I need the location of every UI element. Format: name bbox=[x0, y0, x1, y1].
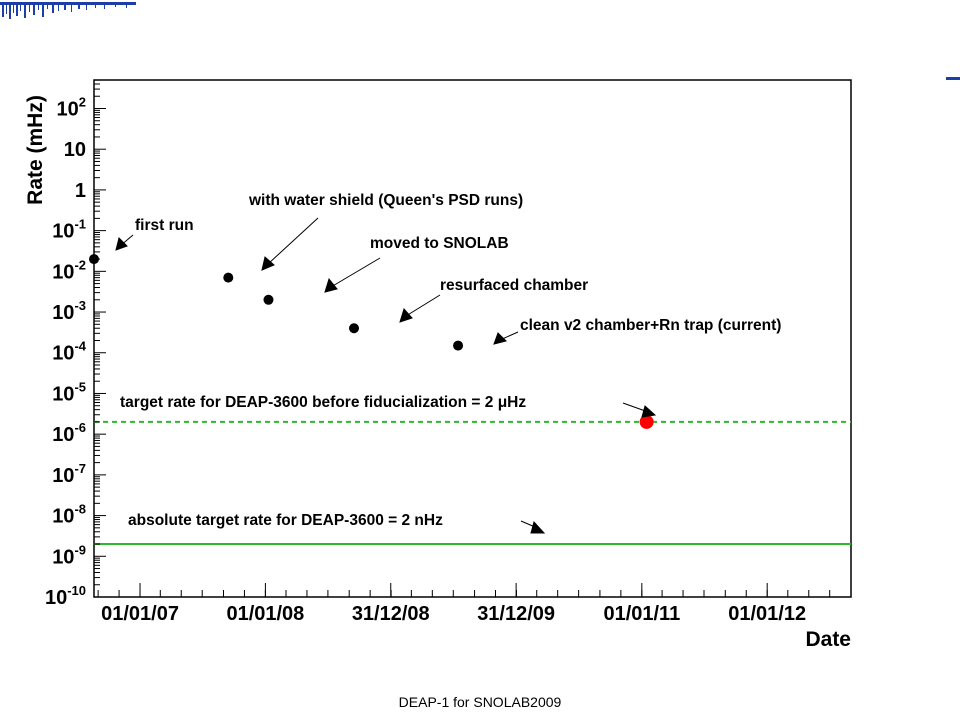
y-tick-label: 10-5 bbox=[52, 379, 86, 405]
x-tick-label: 31/12/09 bbox=[477, 603, 555, 625]
y-tick-label: 10 bbox=[64, 139, 86, 161]
x-tick-label: 01/01/07 bbox=[101, 603, 179, 625]
x-tick-label: 31/12/08 bbox=[352, 603, 430, 625]
annotation-arrows bbox=[115, 217, 657, 534]
data-point bbox=[453, 340, 464, 351]
side-accent-mark bbox=[946, 77, 960, 80]
y-tick-label: 102 bbox=[57, 94, 86, 120]
annotation-resurfaced-chamber: resurfaced chamber bbox=[440, 277, 588, 294]
y-tick-label: 10-7 bbox=[52, 461, 86, 487]
y-axis-title: Rate (mHz) bbox=[24, 95, 47, 205]
annotation-water-shield: with water shield (Queen's PSD runs) bbox=[248, 192, 523, 209]
y-tick-label: 10-10 bbox=[45, 583, 86, 609]
x-tick-label: 01/01/12 bbox=[728, 603, 806, 625]
y-tick-label: 10-4 bbox=[52, 339, 87, 365]
y-tick-label: 10-9 bbox=[52, 542, 86, 568]
y-tick-label: 10-2 bbox=[52, 257, 86, 283]
rate-chart: 102 10 1 10-1 10-2 10-3 10-4 10-5 10-6 10-7 10-8 10… bbox=[24, 79, 852, 651]
y-tick-label: 10-8 bbox=[52, 502, 86, 528]
x-tick-label: 01/01/08 bbox=[226, 603, 304, 625]
data-point bbox=[89, 254, 99, 265]
plot-frame bbox=[93, 79, 852, 598]
y-tick-label: 10-6 bbox=[52, 420, 86, 446]
y-tick-label: 1 bbox=[75, 180, 86, 202]
annotation-first-run: first run bbox=[135, 217, 194, 234]
data-point bbox=[223, 272, 234, 283]
y-tick-label: 10-3 bbox=[52, 298, 86, 324]
x-axis-title: Date bbox=[805, 628, 851, 651]
footer-text: DEAP-1 for SNOLAB2009 bbox=[398, 694, 562, 710]
data-point bbox=[263, 294, 274, 305]
annotation-absolute-target-rate: absolute target rate for DEAP-3600 = 2 n… bbox=[128, 512, 443, 529]
target-data-point bbox=[639, 414, 654, 429]
x-tick-label: 01/01/11 bbox=[603, 603, 680, 625]
annotation-clean-v2-chamber: clean v2 chamber+Rn trap (current) bbox=[520, 317, 781, 334]
annotation-target-rate-before-fiducialization: target rate for DEAP-3600 before fiducia… bbox=[120, 394, 526, 411]
logo-graphic bbox=[0, 2, 136, 19]
y-tick-label: 10-1 bbox=[52, 217, 86, 243]
data-point bbox=[349, 323, 360, 334]
annotation-moved-to-snolab: moved to SNOLAB bbox=[370, 235, 509, 252]
